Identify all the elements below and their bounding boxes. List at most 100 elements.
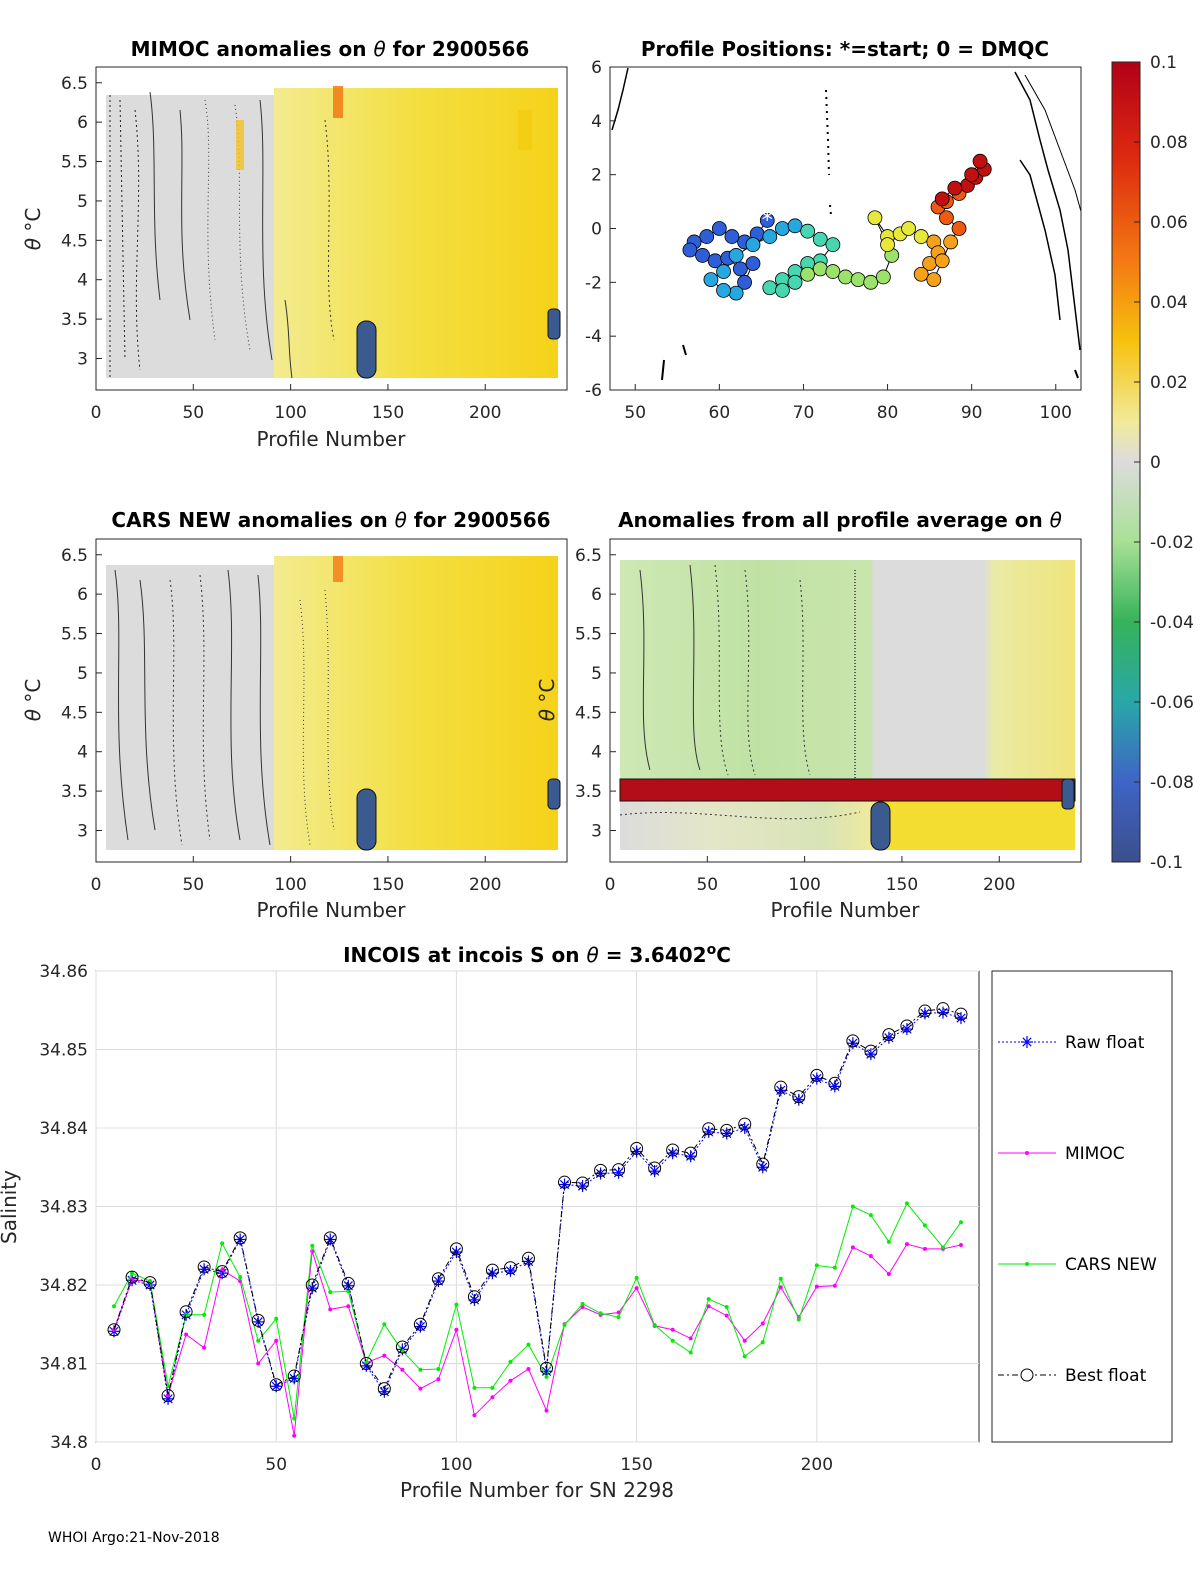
y-tick-label: 2 <box>591 166 602 186</box>
y-tick-label: 5.5 <box>575 625 602 645</box>
x-tick-label: 100 <box>274 875 306 895</box>
y-tick-label: 6 <box>77 113 88 133</box>
series-point <box>778 1276 783 1281</box>
y-tick-label: 6 <box>591 585 602 605</box>
profile-position-point <box>745 237 761 253</box>
series-point <box>904 1201 909 1206</box>
series-point <box>670 1338 675 1343</box>
legend-marker <box>1022 1037 1032 1047</box>
y-tick-label: 5 <box>591 664 602 684</box>
series-point <box>274 1316 279 1321</box>
x-tick-label: 200 <box>801 1455 833 1475</box>
raw-float-marker <box>432 1275 445 1288</box>
profile-position-point <box>913 229 929 244</box>
allprofile-panel: Anomalies from all profile average on θ … <box>535 508 1082 922</box>
y-tick-label: 34.83 <box>39 1198 88 1218</box>
allprofile-title: Anomalies from all profile average on θ <box>618 508 1062 532</box>
mimoc-heatmap <box>106 86 561 379</box>
profile-position-point <box>787 218 803 234</box>
float-track: * <box>682 153 992 301</box>
series-point <box>958 1220 963 1225</box>
best-float-marker <box>143 1276 157 1290</box>
salinity-legend: Raw float MIMOC CARS NEW Best float <box>998 1033 1157 1386</box>
y-tick-label: 4.5 <box>61 231 88 251</box>
profile-position-point <box>926 272 942 288</box>
series-point <box>526 1366 531 1371</box>
series-point <box>724 1313 729 1318</box>
profile-position-point <box>745 256 761 271</box>
raw-float-marker <box>900 1023 913 1036</box>
profile-position-point <box>812 261 828 277</box>
y-tick-label: 3.5 <box>61 310 88 330</box>
series-point <box>328 1307 333 1312</box>
best-float-marker <box>864 1044 878 1058</box>
cars-heatmap <box>106 556 561 851</box>
raw-float-marker <box>684 1150 697 1163</box>
colorbar: 0.1 0.08 0.06 0.04 0.02 0 -0.02 -0.04 -0.06 -0.08… <box>1111 53 1194 873</box>
raw-float-marker <box>486 1267 499 1280</box>
series-point <box>274 1338 279 1343</box>
x-tick-label: 60 <box>709 403 731 423</box>
series-point <box>490 1385 495 1390</box>
profile-position-point <box>825 237 841 253</box>
mimoc-title: MIMOC anomalies on θ for 2900566 <box>131 37 530 61</box>
positions-title: Profile Positions: *=start; 0 = DMQC <box>641 37 1049 61</box>
series-point <box>706 1304 711 1309</box>
raw-float-marker <box>882 1031 895 1044</box>
best-float-marker <box>918 1004 932 1018</box>
y-tick-label: 3.5 <box>575 782 602 802</box>
profile-position-point <box>867 210 883 226</box>
series-point <box>832 1283 837 1288</box>
series-point <box>472 1385 477 1390</box>
y-tick-label: 4.5 <box>61 703 88 723</box>
profile-position-point <box>951 221 967 236</box>
best-float-marker <box>233 1231 247 1245</box>
best-float-marker <box>630 1141 644 1155</box>
raw-float-marker <box>864 1048 877 1061</box>
y-tick-label: 34.86 <box>39 962 88 982</box>
raw-float-marker <box>612 1166 625 1179</box>
y-tick-label: 5 <box>77 664 88 684</box>
salinity-panel: INCOIS at incois S on θ = 3.6402oC 0 50 10… <box>0 942 1173 1502</box>
profile-position-point <box>934 191 950 207</box>
profile-position-point <box>943 234 959 250</box>
profile-position-point <box>825 264 841 279</box>
raw-float-marker <box>504 1264 517 1277</box>
profile-position-point <box>737 274 752 290</box>
best-float-marker <box>774 1080 788 1094</box>
profile-position-point <box>716 264 731 279</box>
raw-float-marker <box>648 1165 661 1178</box>
profile-position-point <box>838 269 853 285</box>
best-float-marker <box>287 1369 301 1383</box>
salinity-series <box>107 1002 968 1438</box>
y-tick-label: 3 <box>591 821 602 841</box>
best-float-marker <box>125 1270 139 1284</box>
best-float-marker <box>558 1175 572 1189</box>
y-tick-label: 34.81 <box>39 1355 88 1375</box>
profile-position-point <box>716 283 731 298</box>
y-tick-label: 5.5 <box>61 625 88 645</box>
x-tick-label: 50 <box>182 403 204 423</box>
best-float-marker <box>449 1242 463 1256</box>
series-point <box>490 1395 495 1400</box>
y-tick-label: -4 <box>585 327 602 347</box>
series-point <box>472 1413 477 1418</box>
x-tick-label: 0 <box>91 875 102 895</box>
raw-float-marker <box>378 1385 391 1398</box>
series-point <box>238 1275 243 1280</box>
mimoc-ylabel: θ °C <box>21 208 45 251</box>
cars-title: CARS NEW anomalies on θ for 2900566 <box>111 508 550 532</box>
profile-position-point <box>703 272 719 288</box>
x-tick-label: 100 <box>274 403 306 423</box>
mimoc-xlabel: Profile Number <box>257 427 407 451</box>
series-point <box>922 1246 927 1251</box>
profile-position-point <box>787 274 803 290</box>
series-point <box>256 1338 261 1343</box>
x-tick-label: 50 <box>182 875 204 895</box>
series-point <box>796 1317 801 1322</box>
series-point <box>400 1367 405 1372</box>
x-tick-label: 0 <box>605 875 616 895</box>
series-point <box>616 1315 621 1320</box>
raw-float-marker <box>792 1093 805 1106</box>
y-tick-label: 5.5 <box>61 153 88 173</box>
